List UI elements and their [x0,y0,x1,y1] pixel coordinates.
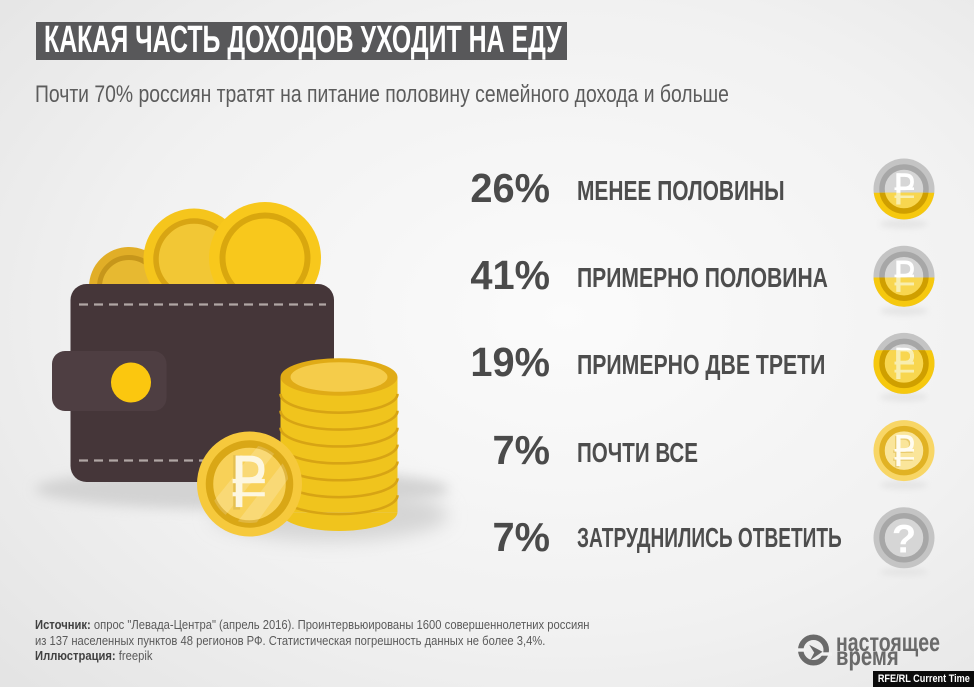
svg-text:?: ? [892,517,916,561]
